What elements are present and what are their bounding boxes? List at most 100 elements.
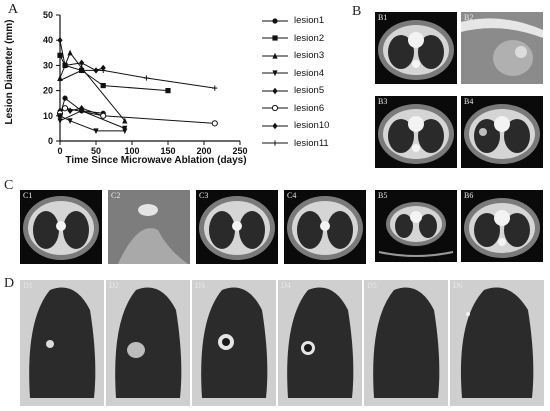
legend-swatch <box>262 51 288 61</box>
data-point <box>272 52 278 59</box>
data-point <box>100 67 106 74</box>
y-tick-label: 50 <box>43 10 53 20</box>
legend-label: lesion11 <box>294 137 329 149</box>
y-tick-label: 30 <box>43 60 53 70</box>
data-point <box>143 75 149 81</box>
data-point <box>93 128 99 135</box>
data-point <box>272 122 278 129</box>
ct-image-d5: D5 <box>364 280 448 406</box>
data-point <box>57 37 63 44</box>
legend-label: lesion3 <box>294 50 325 62</box>
legend-swatch <box>262 86 288 96</box>
legend-label: lesion4 <box>294 67 325 79</box>
data-point <box>212 85 218 91</box>
legend-entry: lesion2 <box>262 30 329 48</box>
image-label: B4 <box>464 97 474 106</box>
data-point <box>57 118 63 125</box>
x-tick-label: 50 <box>91 146 101 156</box>
data-point <box>57 77 63 84</box>
data-point <box>271 105 279 112</box>
panel-label-c: C <box>4 178 14 193</box>
series-lesion11 <box>57 67 218 91</box>
ct-image-c1: C1 <box>20 190 102 264</box>
image-label: D5 <box>367 281 377 290</box>
data-point <box>57 52 63 58</box>
chart-marks <box>56 37 218 135</box>
ct-image-b1: B1 <box>375 12 457 84</box>
legend-label: lesion2 <box>294 32 325 44</box>
data-point <box>67 107 73 114</box>
legend-entry: lesion10 <box>262 117 329 135</box>
data-point <box>79 67 85 74</box>
data-point <box>272 35 278 41</box>
y-tick-label: 40 <box>43 35 53 45</box>
series-unlabeled-8 <box>57 113 128 135</box>
legend-swatch <box>262 138 288 148</box>
data-point <box>79 64 85 71</box>
data-point <box>272 140 278 146</box>
y-tick-label: 20 <box>43 86 53 96</box>
data-point <box>165 88 171 94</box>
data-point <box>79 105 85 112</box>
data-point <box>272 18 278 24</box>
chart-axes: 0 50 100 150 200 250 0 10 20 30 40 50 <box>43 10 248 156</box>
image-label: B6 <box>464 191 474 200</box>
image-label: C4 <box>287 191 297 200</box>
y-tick-label: 0 <box>48 136 53 146</box>
legend-entry: lesion1 <box>262 12 329 30</box>
image-label: B5 <box>378 191 388 200</box>
image-label: D6 <box>453 281 463 290</box>
x-axis-label: Time Since Microwave Ablation (days) <box>65 155 246 166</box>
image-label: B2 <box>464 13 474 22</box>
ct-image-c3: C3 <box>196 190 278 264</box>
legend-swatch <box>262 33 288 43</box>
data-point <box>122 117 128 124</box>
ct-image-d3: D3 <box>192 280 276 406</box>
ct-image-d6: D6 <box>450 280 544 406</box>
data-point <box>272 70 278 77</box>
legend-entry: lesion11 <box>262 135 329 153</box>
legend-swatch <box>262 103 288 113</box>
data-point <box>62 95 68 101</box>
y-axis-label: Lesion Diameter (mm) <box>4 19 15 124</box>
legend-entry: lesion4 <box>262 65 329 83</box>
legend-swatch <box>262 16 288 26</box>
image-label: B3 <box>378 97 388 106</box>
x-tick-label: 100 <box>124 146 139 156</box>
data-point <box>122 128 128 135</box>
x-tick-label: 0 <box>57 146 62 156</box>
image-label: D1 <box>23 281 33 290</box>
image-label: D4 <box>281 281 291 290</box>
ct-image-d4: D4 <box>278 280 362 406</box>
image-label: C3 <box>199 191 209 200</box>
data-point <box>100 112 107 119</box>
ct-image-d1: D1 <box>20 280 104 406</box>
legend-entry: lesion6 <box>262 100 329 118</box>
image-label: C2 <box>111 191 121 200</box>
legend-entry: lesion3 <box>262 47 329 65</box>
ct-image-d2: D2 <box>106 280 190 406</box>
series-line <box>59 107 215 124</box>
ct-image-b3: B3 <box>375 96 457 168</box>
data-point <box>67 49 73 56</box>
legend-entry: lesion5 <box>262 82 329 100</box>
lesion-diameter-chart: 0 50 100 150 200 250 0 10 20 30 40 50 Lesion Diamet… <box>4 10 248 166</box>
image-label: C1 <box>23 191 33 200</box>
data-point <box>57 113 63 119</box>
legend-label: lesion10 <box>294 120 330 132</box>
image-label: B1 <box>378 13 388 22</box>
data-point <box>272 87 278 94</box>
data-point <box>62 62 68 69</box>
chart-legend: lesion1 lesion2 lesion3 lesion4 lesion5 lesio… <box>262 12 329 152</box>
panel-label-d: D <box>4 276 15 291</box>
series-line <box>59 115 125 132</box>
x-tick-label: 200 <box>196 146 211 156</box>
legend-label: lesion5 <box>294 85 325 97</box>
ct-image-c4: C4 <box>284 190 366 264</box>
panel-label-b: B <box>352 4 362 19</box>
data-point <box>79 59 85 67</box>
ct-image-c2: C2 <box>108 190 190 264</box>
data-point <box>57 74 63 81</box>
ct-image-b4: B4 <box>461 96 543 168</box>
ct-image-b2: B2 <box>461 12 543 84</box>
